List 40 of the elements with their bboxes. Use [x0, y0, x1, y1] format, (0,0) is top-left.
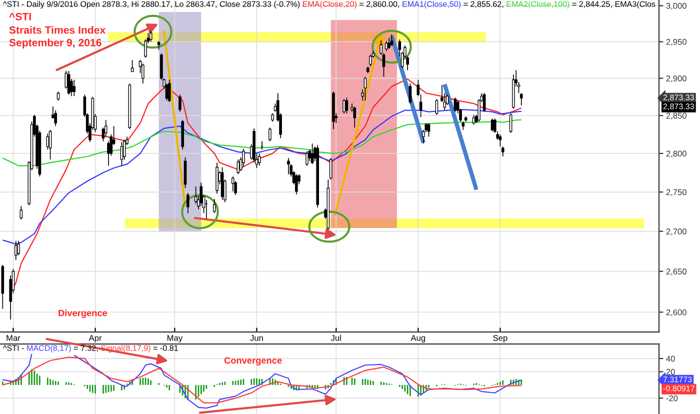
annotation: Convergence [224, 357, 282, 366]
text: EMA1(Close,50) [402, 1, 461, 9]
annotation: September 9, 2016 [9, 38, 102, 48]
text: EMA2(Close,100) [506, 1, 570, 9]
x-tick-label: Jun [250, 335, 263, 341]
y-tick-label: 2,650 [666, 268, 686, 276]
y-tick-label: 40 [666, 356, 675, 362]
x-tick-label: Aug [410, 335, 426, 343]
annotation: = 2,844.25, [572, 1, 612, 8]
chart-title: ^STI - [3, 345, 24, 351]
y-tick-label: 20 [666, 368, 675, 375]
y-tick-label: 3,000 [666, 2, 686, 10]
series-label: MACD(8,17) [27, 345, 71, 353]
annotation: ^STI [9, 12, 31, 20]
y-tick-label: 2,850 [666, 112, 686, 120]
x-tick-label: Mar [6, 335, 20, 341]
y-tick-label: 2,700 [666, 228, 686, 236]
annotation: Straits Times Index [9, 26, 106, 34]
y-tick-label: -20 [666, 395, 678, 402]
text: 2,873.33 [663, 104, 694, 110]
y-tick-label: 2,750 [666, 189, 686, 196]
text: -0.80917 [663, 386, 694, 392]
x-tick-label: Apr [88, 335, 102, 343]
annotation: = -0.81 [153, 345, 178, 351]
chart-title: ^STI - Daily 9/9/2016 Open 2878.3, Hi 2880.17, Lo 2863.47, Close 2873.33 (-0.7%) [3, 1, 300, 9]
text: 7.31773 [663, 376, 692, 382]
text: EMA(Close,20) [302, 1, 356, 9]
x-tick-label: Sep [493, 335, 508, 343]
x-tick-label: Jul [330, 334, 341, 341]
annotation: = 2,860.00, [360, 1, 400, 8]
x-tick-label: May [167, 335, 183, 343]
y-tick-label: 2,800 [666, 150, 686, 158]
annotation: = 2,855.62, [464, 1, 504, 8]
annotation: Divergence [58, 310, 108, 318]
annotation: EMA3(Clos [615, 1, 656, 9]
text: Signal(8,17,9) [100, 345, 150, 353]
y-tick-label: 2,950 [666, 38, 686, 46]
text: 2,873.33 [663, 94, 694, 102]
y-tick-label: 2,600 [666, 309, 686, 316]
y-tick-label: 2,900 [666, 76, 686, 82]
